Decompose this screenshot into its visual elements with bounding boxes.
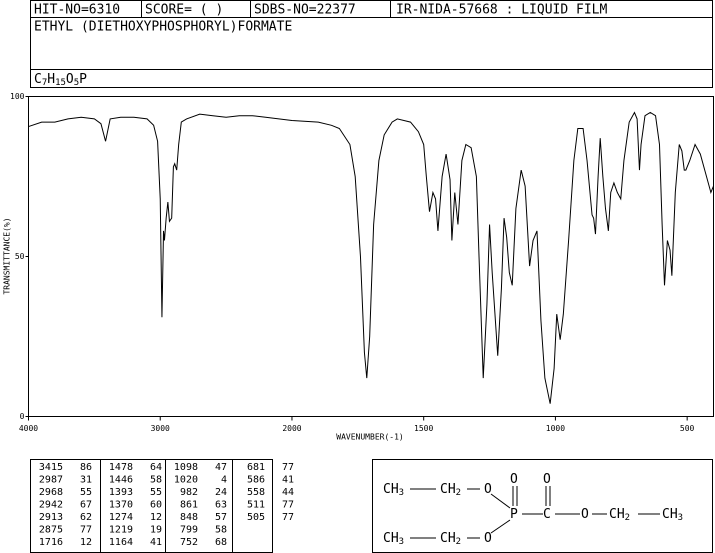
peak-transmittance: 12 — [150, 512, 162, 523]
peak-wavenumber: 2913 — [39, 512, 63, 523]
peak-transmittance: 67 — [80, 500, 92, 511]
peak-transmittance: 77 — [282, 462, 294, 473]
peak-transmittance: 77 — [282, 500, 294, 511]
peak-transmittance: 58 — [215, 525, 227, 536]
peak-wavenumber: 511 — [247, 500, 265, 511]
score: SCORE= ( ) — [145, 3, 223, 18]
atom-label: P — [510, 507, 518, 522]
header: HIT-NO=6310 SCORE= ( ) SDBS-NO=22377 IR-… — [30, 0, 713, 88]
peak-wavenumber: 1446 — [109, 475, 133, 486]
peak-wavenumber: 982 — [180, 487, 198, 498]
peak-wavenumber: 2987 — [39, 475, 63, 486]
atom-label: O — [581, 507, 589, 522]
peak-wavenumber: 681 — [247, 462, 265, 473]
peak-transmittance: 55 — [150, 487, 162, 498]
peak-wavenumber: 799 — [180, 525, 198, 536]
peak-transmittance: 77 — [282, 512, 294, 523]
peak-wavenumber: 1219 — [109, 525, 133, 536]
peak-wavenumber: 752 — [180, 537, 198, 548]
peak-transmittance: 4 — [221, 475, 227, 486]
peak-wavenumber: 861 — [180, 500, 198, 511]
peak-wavenumber: 2942 — [39, 500, 63, 511]
x-tick-label: 1000 — [546, 424, 565, 433]
y-axis-label: TRANSMITTANCE(%) — [3, 217, 12, 294]
peak-transmittance: 60 — [150, 500, 162, 511]
method: IR-NIDA-57668 : LIQUID FILM — [396, 3, 607, 18]
x-tick-label: 3000 — [151, 424, 170, 433]
peak-transmittance: 24 — [215, 487, 227, 498]
spectrum-line — [28, 111, 714, 404]
peak-wavenumber: 1164 — [109, 537, 133, 548]
peak-transmittance: 31 — [80, 475, 92, 486]
atom-label: O — [543, 472, 551, 487]
peak-transmittance: 44 — [282, 487, 294, 498]
atom-label: CH2 — [440, 482, 461, 498]
peak-wavenumber: 1098 — [174, 462, 198, 473]
y-tick-label: 100 — [10, 92, 25, 101]
peak-wavenumber: 1393 — [109, 487, 133, 498]
structure: CH3 CH2 O P O C O O CH2 CH3 CH3 CH2 O — [372, 459, 713, 553]
y-tick-label: 50 — [15, 252, 25, 261]
x-tick-label: 1500 — [414, 424, 433, 433]
peak-transmittance: 41 — [150, 537, 162, 548]
atom-label: CH3 — [383, 482, 404, 498]
x-tick-label: 2000 — [282, 424, 301, 433]
plot-frame — [28, 96, 714, 417]
x-tick-label: 4000 — [19, 424, 38, 433]
peak-wavenumber: 2875 — [39, 525, 63, 536]
peak-transmittance: 63 — [215, 500, 227, 511]
atom-label: C — [543, 507, 551, 522]
atom-label: CH2 — [440, 531, 461, 547]
hit-no: HIT-NO=6310 — [34, 3, 120, 18]
peak-wavenumber: 1716 — [39, 537, 63, 548]
formula: C7H15O5P — [34, 72, 87, 88]
peak-wavenumber: 586 — [247, 475, 265, 486]
peak-wavenumber: 1478 — [109, 462, 133, 473]
peak-transmittance: 47 — [215, 462, 227, 473]
bond — [490, 493, 511, 509]
x-tick-label: 500 — [680, 424, 695, 433]
peak-transmittance: 64 — [150, 462, 162, 473]
peak-wavenumber: 3415 — [39, 462, 63, 473]
atom-label: CH3 — [383, 531, 404, 547]
bond — [490, 519, 511, 534]
atom-label: O — [484, 531, 492, 546]
peak-wavenumber: 2968 — [39, 487, 63, 498]
peak-wavenumber: 505 — [247, 512, 265, 523]
peak-wavenumber: 1274 — [109, 512, 133, 523]
peak-transmittance: 86 — [80, 462, 92, 473]
atom-label: O — [510, 472, 518, 487]
sdbs-no: SDBS-NO=22377 — [254, 3, 356, 18]
peak-transmittance: 41 — [282, 475, 294, 486]
atom-label: CH3 — [662, 507, 683, 523]
peak-transmittance: 58 — [150, 475, 162, 486]
peak-transmittance: 19 — [150, 525, 162, 536]
peak-wavenumber: 1020 — [174, 475, 198, 486]
atom-label: CH2 — [609, 507, 630, 523]
peak-transmittance: 77 — [80, 525, 92, 536]
peak-transmittance: 62 — [80, 512, 92, 523]
peak-transmittance: 12 — [80, 537, 92, 548]
y-tick-label: 0 — [20, 412, 25, 421]
peak-transmittance: 57 — [215, 512, 227, 523]
peak-wavenumber: 848 — [180, 512, 198, 523]
atom-label: O — [484, 482, 492, 497]
peak-wavenumber: 558 — [247, 487, 265, 498]
peak-wavenumber: 1370 — [109, 500, 133, 511]
peak-transmittance: 68 — [215, 537, 227, 548]
x-axis-label: WAVENUMBER(-1) — [336, 433, 403, 442]
peak-transmittance: 55 — [80, 487, 92, 498]
header-box — [30, 0, 713, 88]
compound-name: ETHYL (DIETHOXYPHOSPHORYL)FORMATE — [34, 20, 292, 35]
